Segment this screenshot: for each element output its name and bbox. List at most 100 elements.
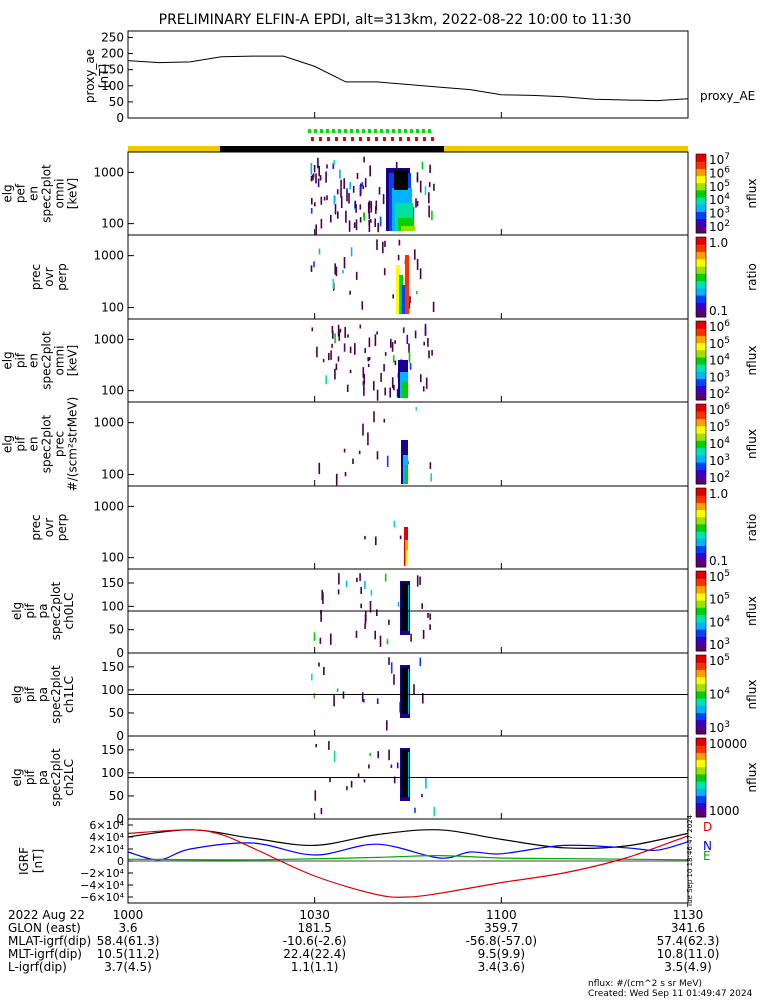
colorbar-segment — [696, 378, 706, 383]
spectrogram-mark — [343, 343, 346, 352]
colorbar-segment — [696, 534, 706, 539]
colorbar-segment — [696, 723, 706, 728]
colorbar-segment — [696, 411, 706, 416]
spectrogram-mark — [315, 744, 317, 748]
colorbar-label: nflux — [745, 596, 759, 626]
spectrogram-mark — [392, 294, 394, 299]
flux-core — [405, 465, 408, 484]
spectrogram-mark — [345, 580, 348, 587]
ratio-core — [396, 265, 400, 314]
colorbar-segment — [696, 506, 706, 511]
spectrogram-mark — [333, 160, 335, 166]
green-dot — [386, 129, 389, 133]
spectrogram-mark — [326, 164, 328, 169]
colorbar-segment — [696, 335, 706, 340]
ytick-label: 100 — [101, 551, 124, 565]
spectrogram-mark — [368, 223, 371, 233]
spectrogram-mark — [336, 688, 339, 692]
ylabel-line: spec2plot — [40, 164, 54, 223]
colorbar-segment — [696, 433, 706, 438]
ytick-label: 100 — [101, 217, 124, 231]
spectrogram-mark — [364, 178, 367, 188]
colorbar-segment — [696, 244, 706, 249]
colorbar-segment — [696, 462, 706, 467]
panel-prec_ovr_perp_1: 1000 100 prec ovr perp 1.0 0.1 ratio — [29, 234, 759, 320]
green-dot — [374, 129, 377, 133]
spectrogram-mark — [361, 182, 364, 187]
spectrogram-mark — [343, 448, 346, 453]
colorbar-tick-label: 105 — [709, 592, 730, 607]
spectrogram-mark — [318, 248, 321, 255]
spectrogram-mark — [359, 204, 362, 210]
green-dot — [326, 129, 329, 133]
spectrogram-mark — [386, 720, 388, 731]
ytick-label: 0 — [116, 729, 124, 743]
colorbar-segment — [696, 331, 706, 336]
red-dot — [415, 137, 418, 141]
spectrogram-mark — [362, 367, 365, 378]
ylabel-line: ch0LC — [62, 593, 76, 630]
footer-created: Created: Wed Sep 11 01:49:47 2024 — [588, 989, 753, 999]
spectrogram-mark — [425, 377, 428, 389]
colorbar-segment — [696, 295, 706, 300]
footer-row-value: 10.5(11.2) — [97, 947, 160, 961]
spectrogram-mark — [337, 356, 340, 362]
ae-ytick-label: 250 — [101, 30, 124, 44]
spectrogram-mark — [322, 359, 325, 363]
red-dot — [335, 137, 338, 141]
colorbar-segment — [696, 516, 706, 521]
colorbar-segment — [696, 255, 706, 260]
spectrogram-mark — [338, 330, 341, 341]
colorbar-segment — [696, 694, 706, 699]
ae-ytick-label: 100 — [101, 79, 124, 93]
colorbar-frame — [695, 320, 707, 401]
spectrogram-mark — [367, 357, 369, 362]
igrf-ylabel-1: IGRF — [17, 847, 31, 875]
spectrogram-mark — [335, 473, 338, 486]
ytick-label: 100 — [101, 766, 124, 780]
ylabel-line: prec — [53, 431, 67, 457]
spectrogram-mark — [415, 291, 418, 295]
igrf-series-D — [127, 829, 689, 849]
spectrogram-mark — [377, 222, 379, 233]
spectrogram-mark — [334, 263, 336, 275]
spectrogram-mark — [332, 331, 334, 339]
colorbar-segment — [696, 328, 706, 333]
spectrogram-mark — [337, 324, 340, 337]
spectrogram-mark — [412, 207, 415, 213]
spectrogram-mark — [335, 363, 338, 370]
panel-elf_pif_en_spec2plot_prec: 1000 100 elg pif en spec2plot prec #/(scm²strMe… — [1, 397, 760, 492]
ylabel-line: ch1LC — [62, 676, 76, 713]
red-dot — [383, 137, 386, 141]
spectrogram-mark — [334, 204, 337, 215]
spectrogram-mark — [380, 372, 382, 382]
footer-row-value: 181.5 — [297, 921, 331, 935]
spectrogram-mark — [349, 346, 352, 354]
igrf-ytick-label: 6×10⁴ — [89, 819, 124, 832]
spectrogram-mark — [328, 741, 330, 750]
red-dot — [311, 137, 314, 141]
spectrogram-mark — [339, 328, 342, 333]
spectrogram-mark — [363, 212, 365, 221]
spectrogram-mark — [369, 165, 371, 174]
igrf-ytick-label: −6×10⁴ — [80, 891, 124, 904]
igrf-ytick-label: 2×10⁴ — [89, 843, 124, 856]
red-dot — [343, 137, 346, 141]
ylabel-line: elg — [10, 685, 24, 703]
colorbar-segment — [696, 581, 706, 586]
spectrogram-mark — [429, 164, 431, 173]
spectrogram-mark — [347, 334, 349, 338]
spectrogram-mark — [360, 183, 362, 195]
spectrogram-mark — [368, 357, 371, 361]
ytick-label: 1000 — [93, 416, 124, 430]
spectrogram-mark — [412, 211, 414, 218]
spectrogram-mark — [370, 219, 372, 223]
spectrogram-mark — [334, 368, 336, 380]
ylabel-line: spec2plot — [49, 581, 63, 640]
colorbar-segment — [696, 531, 706, 536]
ae-ylabel-1: proxy_ae — [83, 49, 97, 103]
spectrogram-mark — [419, 657, 422, 667]
colorbar-segment — [696, 251, 706, 256]
colorbar-segment — [696, 541, 706, 546]
green-dot — [314, 129, 317, 133]
